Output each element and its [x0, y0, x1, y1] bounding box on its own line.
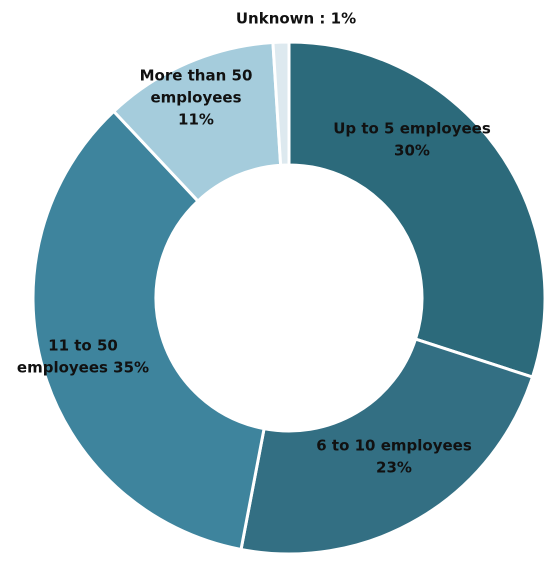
data-label-4-line-0: Unknown : 1%	[236, 10, 356, 28]
data-label-2-line-1: employees 35%	[17, 359, 149, 377]
data-label-1-line-1: 23%	[376, 459, 412, 477]
data-label-1-line-0: 6 to 10 employees	[316, 437, 472, 455]
data-label-3-line-2: 11%	[178, 111, 214, 129]
data-label-0-line-1: 30%	[394, 142, 430, 160]
slice-up-to-5-employees	[287, 40, 547, 379]
data-label-3-line-1: employees	[150, 89, 241, 107]
slice-unknown	[271, 40, 291, 167]
slice-6-to-10-employees	[239, 337, 534, 556]
slice-labels: Up to 5 employees 30% 6 to 10 employees 23%…	[17, 10, 491, 477]
slice-11-to-50-employees	[31, 109, 266, 551]
data-label-0-line-0: Up to 5 employees	[333, 120, 491, 138]
donut-slices	[31, 40, 547, 556]
data-label-2-line-0: 11 to 50	[48, 337, 118, 355]
data-label-3-line-0: More than 50	[140, 67, 253, 85]
